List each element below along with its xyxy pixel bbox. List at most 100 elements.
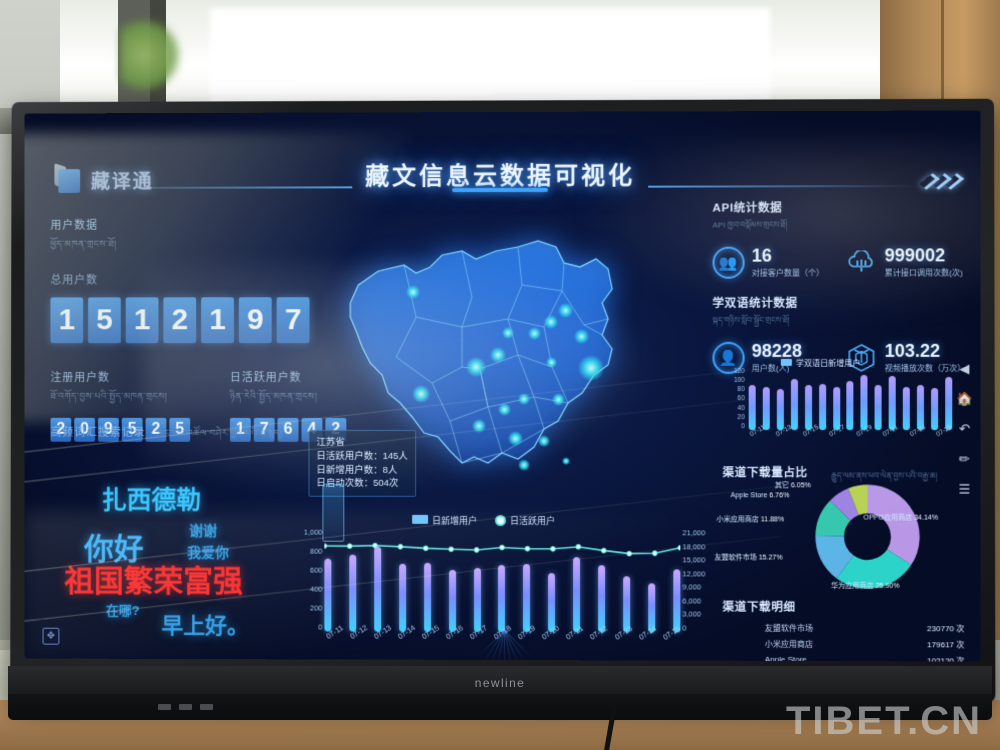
pie-label: 小米应用商店 11.88% — [716, 516, 785, 524]
map-data-point — [552, 393, 566, 407]
map-data-point — [538, 435, 551, 448]
daily-users-chart[interactable]: 日新增用户 日活跃用户 1,000 800 600 400 200 0 21,000 18,… — [295, 512, 715, 661]
wordcloud-title-tibetan: ཡང་ཡང་འཚོལ་བཤེར་བྱས་པའི་ཐ་སྙད། — [157, 427, 283, 438]
y-tick-right: 18,000 — [682, 541, 706, 551]
home-icon[interactable]: 🏠 — [956, 391, 973, 407]
map-data-point — [517, 459, 531, 472]
daily-users-y-axis-left: 1,000 800 600 400 200 0 — [295, 528, 323, 632]
map-data-point — [558, 302, 574, 318]
hdmi-port — [200, 704, 213, 710]
menu-icon[interactable]: ☰ — [958, 481, 971, 497]
x-tick — [877, 432, 881, 438]
digit-tile: 1 — [125, 297, 159, 344]
wordcloud-word[interactable]: 祖国繁荣富强 — [64, 565, 243, 599]
chart-bar[interactable] — [762, 386, 770, 431]
map-data-point — [546, 356, 558, 368]
y-tick: 100 — [733, 377, 745, 385]
bilingual-new-users-chart[interactable]: 学双语日新增用户 120 100 80 60 40 20 0 07-11 07-13 07-15… — [723, 359, 963, 457]
x-tick — [930, 432, 934, 438]
tooltip-row: 日活跃用户数：145人 — [316, 450, 408, 462]
channel-share-donut — [815, 484, 920, 589]
chart-bar[interactable] — [818, 383, 826, 431]
wordcloud-word[interactable]: 谢谢 — [189, 522, 217, 539]
wordcloud-title: 高频词汇搜索记录 — [50, 426, 146, 439]
map-data-point — [507, 431, 524, 447]
header-rule-right — [648, 185, 920, 188]
pie-slice[interactable] — [867, 484, 920, 565]
display-brand-label: newline — [474, 676, 526, 690]
chart-bar[interactable] — [931, 387, 939, 431]
port-strip — [8, 694, 992, 720]
digit-tile: 7 — [276, 297, 310, 344]
y-tick-right: 15,000 — [682, 555, 706, 565]
map-data-point — [562, 457, 571, 466]
pie-label: OPPO应用商店 34.14% — [863, 514, 939, 522]
side-toolbar[interactable]: ◀ 🏠 ↶ ✏ ☰ — [954, 360, 974, 497]
kpi-connected-clients-label: 对接客户数量（个） — [751, 268, 825, 278]
wordcloud-word[interactable]: 早上好。 — [161, 613, 249, 639]
pie-slice[interactable] — [836, 549, 912, 589]
dashboard-screen[interactable]: 藏文信息云数据可视化 藏译通 用户数据 ཕྱོད་མཁན་གྲངས་ཐོ། 总用… — [24, 110, 981, 662]
china-map[interactable] — [312, 207, 642, 507]
map-data-point — [578, 354, 605, 381]
kpi-video-plays-value: 103.22 — [884, 340, 941, 361]
channel-detail-title: 渠道下载明细 — [722, 601, 796, 614]
wordcloud-word[interactable]: 扎西德勒 — [101, 486, 202, 515]
bilingual-stats-title: 学双语统计数据 — [712, 297, 798, 310]
registered-users-tibetan: ཐོ་འགོད་བྱས་པའི་སྤྱོད་མཁན་གྲངས། — [50, 390, 168, 401]
kpi-connected-clients: 👥 16 对接客户数量（个） — [712, 245, 831, 279]
undo-icon[interactable]: ↶ — [958, 421, 970, 437]
page-title: 藏文信息云数据可视化 — [365, 162, 636, 191]
chart-bar[interactable] — [832, 386, 840, 431]
chart-bar[interactable] — [804, 384, 812, 431]
daily-users-y-axis-right: 21,000 18,000 15,000 12,000 9,000 6,000 3,000 0 — [682, 528, 714, 632]
y-tick: 600 — [309, 565, 323, 575]
daily-users-legend[interactable]: 日新增用户 日活跃用户 — [412, 514, 555, 527]
watermark: TIBET.CN — [786, 699, 982, 743]
chart-bar[interactable] — [888, 376, 896, 431]
chart-bar[interactable] — [846, 381, 854, 431]
user-data-title: 用户数据 — [50, 219, 98, 232]
wordcloud-words: 扎西德勒 你好 谢谢 我爱你 祖国繁荣富强 在哪? 早上好。 — [50, 449, 328, 639]
chart-bar[interactable] — [902, 386, 910, 431]
chevrons-right-icon — [919, 173, 965, 190]
usb-port — [179, 704, 192, 710]
pencil-icon[interactable]: ✏ — [958, 451, 970, 467]
chart-bar[interactable] — [748, 384, 756, 431]
legend-item-active-users[interactable]: 日活跃用户 — [495, 514, 555, 527]
chart-bar[interactable] — [874, 384, 882, 431]
map-data-point — [466, 357, 487, 378]
y-tick: 20 — [737, 413, 745, 421]
pie-slice[interactable] — [815, 500, 851, 537]
api-stats-title: API统计数据 — [712, 202, 783, 215]
app-logo-label: 藏译通 — [91, 171, 154, 193]
chart-bar[interactable] — [945, 377, 953, 431]
y-tick: 120 — [733, 367, 745, 375]
map-data-point — [412, 385, 431, 403]
legend-item-new-users[interactable]: 日新增用户 — [412, 514, 477, 527]
total-users-label: 总用户数 — [50, 274, 98, 287]
chart-bar[interactable] — [860, 375, 868, 431]
kpi-api-calls: 999002 累计接口调用次数(次) — [845, 245, 964, 278]
collapse-left-icon[interactable]: ◀ — [959, 360, 970, 376]
pie-slice[interactable] — [848, 484, 868, 515]
y-tick-right: 6,000 — [682, 596, 702, 606]
channel-detail-row: Apple Store 102120 次 — [723, 652, 965, 661]
x-tick — [904, 432, 908, 438]
channel-share-chart[interactable]: 渠道下载量占比 རྒྱུད་ལམ་ནས་ཕབ་ལེན་བྱས་པའི་བརྒྱ་… — [712, 464, 964, 595]
y-tick-right: 9,000 — [682, 582, 702, 592]
map-data-point — [472, 418, 487, 433]
channel-value: 230770 次 — [927, 623, 965, 633]
pie-slice[interactable] — [829, 488, 859, 521]
chart-bar[interactable] — [776, 388, 784, 431]
y-tick-right: 3,000 — [682, 609, 702, 619]
tooltip-row: 日新增用户数：8人 — [316, 464, 398, 476]
channel-name: 小米应用商店 — [764, 639, 814, 649]
map-data-point — [501, 326, 514, 339]
fullscreen-icon[interactable]: ✥ — [42, 627, 60, 645]
search-wordcloud-panel: 高频词汇搜索记录 ཡང་ཡང་འཚོལ་བཤེར་བྱས་པའི་ཐ་སྙད། … — [50, 422, 328, 638]
wordcloud-word[interactable]: 在哪? — [105, 603, 140, 619]
chart-bar[interactable] — [790, 379, 798, 431]
api-stats-section: API统计数据 API ཁྱབ་བསྡོམས་གྲངས་ཐོ། 👥 16 对接客… — [712, 199, 964, 279]
kpi-connected-clients-value: 16 — [751, 245, 772, 266]
